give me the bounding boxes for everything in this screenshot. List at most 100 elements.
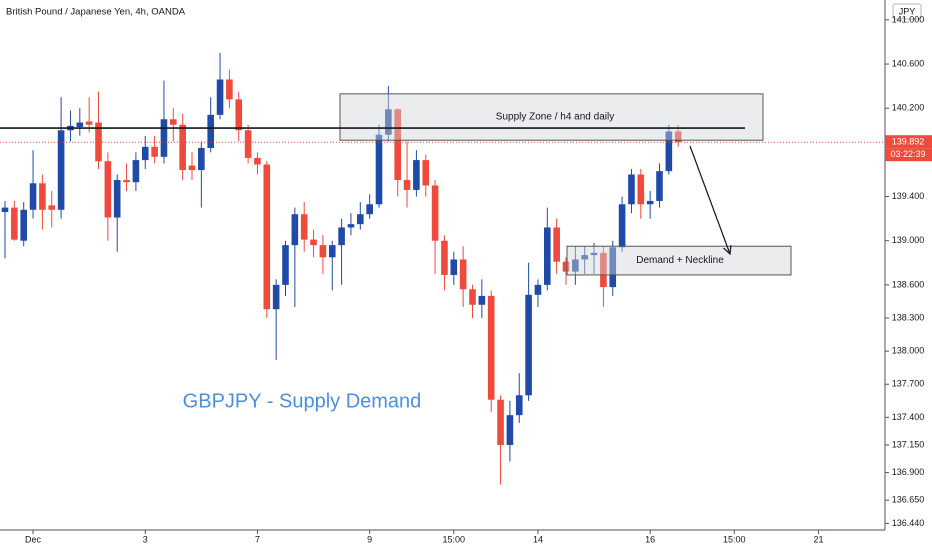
candle-body	[497, 399, 504, 445]
candle-body	[628, 174, 635, 205]
y-tick-label: 139.400	[892, 191, 925, 201]
candle-body	[48, 205, 56, 210]
countdown-label: 03:22:39	[890, 149, 925, 159]
candle-body	[310, 239, 317, 246]
y-tick-label: 137.150	[892, 439, 925, 449]
candle-body	[366, 204, 373, 215]
candle-body	[244, 130, 252, 158]
candle-body	[198, 147, 205, 171]
candle-body	[57, 130, 65, 210]
x-tick-label: 15:00	[723, 534, 746, 544]
candle-body	[357, 214, 364, 225]
y-tick-label: 138.000	[892, 346, 925, 356]
candle-body	[553, 227, 560, 262]
candle-body	[300, 214, 308, 240]
candle-body	[413, 160, 420, 190]
zone-label: Demand + Neckline	[636, 255, 724, 266]
last-price-tag	[885, 135, 932, 149]
candle-body	[656, 171, 663, 201]
y-tick-label: 139.000	[892, 235, 925, 245]
currency-label: JPY	[899, 6, 916, 16]
y-tick-label: 137.400	[892, 412, 925, 422]
candle-body	[506, 415, 514, 445]
candle-body	[207, 114, 214, 148]
candle-body	[338, 227, 345, 246]
candle-body	[375, 134, 383, 205]
x-tick-label: 16	[645, 534, 655, 544]
candle-body	[226, 79, 233, 100]
y-tick-label: 136.900	[892, 467, 925, 477]
candle-body	[609, 247, 617, 288]
x-tick-label: 7	[255, 534, 260, 544]
zone-label: Supply Zone / h4 and daily	[496, 112, 614, 123]
y-axis-bg	[885, 0, 932, 550]
candle-body	[29, 183, 37, 210]
candle-body	[600, 252, 607, 288]
candle-body	[132, 160, 140, 183]
candle-body	[272, 284, 280, 310]
candle-body	[618, 204, 626, 248]
candle-body	[674, 131, 682, 143]
y-tick-label: 136.650	[892, 495, 925, 505]
candle-body	[113, 179, 121, 218]
currency-box	[892, 3, 922, 20]
x-tick-label: 3	[143, 534, 148, 544]
candle-body	[525, 294, 532, 396]
candle-body	[328, 245, 336, 258]
candle-body	[534, 284, 542, 295]
arrow	[689, 145, 730, 254]
candles	[1, 53, 682, 485]
candle-body	[487, 295, 495, 400]
candle-body	[544, 227, 551, 285]
x-axis-bg	[0, 530, 932, 550]
candle-body	[235, 99, 243, 131]
candle-body	[282, 245, 289, 285]
candle-body	[170, 119, 177, 125]
candle-body	[291, 214, 299, 246]
candle-body	[459, 259, 467, 290]
candle-body	[104, 161, 112, 218]
y-tick-label: 137.700	[892, 379, 925, 389]
candle-body	[385, 109, 392, 135]
candle-body	[76, 122, 84, 127]
candle-body	[263, 164, 271, 310]
candle-body	[478, 295, 486, 305]
candle-body	[254, 157, 261, 165]
candle-body	[403, 179, 411, 190]
y-tick-label: 138.300	[892, 312, 925, 322]
candle-body	[581, 255, 588, 260]
candle-body	[319, 245, 327, 258]
y-tick-label: 138.600	[892, 279, 925, 289]
candle-body	[95, 122, 102, 162]
candle-body	[469, 289, 476, 305]
x-tick-label: 9	[367, 534, 372, 544]
candle-body	[572, 259, 579, 272]
x-tick-label: Dec	[25, 534, 42, 544]
y-tick-label: 141.000	[892, 14, 925, 24]
candle-body	[188, 165, 196, 171]
last-price-label: 139.892	[892, 137, 925, 147]
candle-body	[179, 124, 186, 171]
y-tick-label: 140.600	[892, 58, 925, 68]
zone-box	[566, 245, 792, 276]
candle-body	[562, 261, 570, 272]
candle-body	[160, 119, 168, 157]
countdown-tag	[885, 148, 932, 162]
candle-body	[216, 79, 224, 115]
candle-body	[1, 207, 9, 212]
candle-body	[85, 121, 93, 125]
x-tick-label: 21	[813, 534, 823, 544]
candle-body	[347, 224, 355, 228]
candle-body	[441, 240, 448, 275]
candle-body	[123, 179, 130, 183]
candle-body	[39, 183, 46, 210]
candle-body	[590, 252, 598, 256]
x-tick-label: 15:00	[443, 534, 466, 544]
chart-title: British Pound / Japanese Yen, 4h, OANDA	[6, 7, 186, 18]
candle-body	[422, 160, 430, 186]
candle-body	[515, 395, 523, 416]
candle-body	[665, 131, 673, 172]
candle-body	[20, 209, 27, 241]
